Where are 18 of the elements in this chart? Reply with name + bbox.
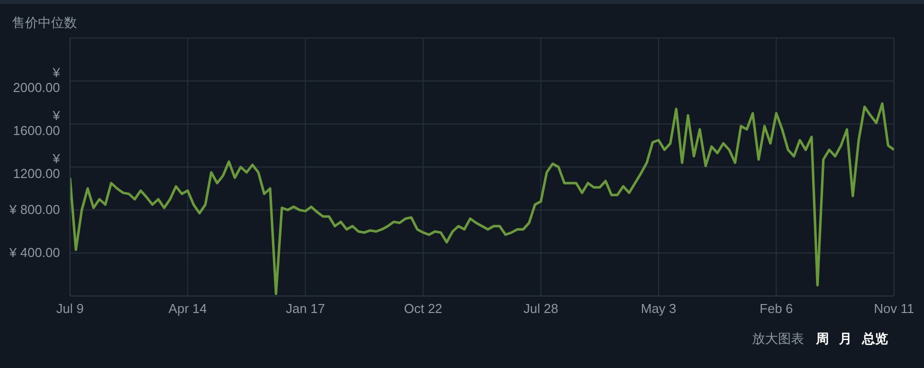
y-tick-label: ¥ 1600.00 <box>13 108 61 138</box>
text: 月 <box>839 330 852 348</box>
x-tick-label: Jul 9 <box>56 301 84 316</box>
text: 周 <box>816 330 829 348</box>
x-tick-label: Jan 17 <box>286 301 325 316</box>
text: 总览 <box>862 330 888 348</box>
y-tick-label: ¥ 400.00 <box>8 245 60 260</box>
x-tick-label: May 3 <box>640 301 676 316</box>
x-tick-label: Jul 28 <box>524 301 558 316</box>
x-tick-label: Oct 22 <box>404 301 442 316</box>
y-tick-label: ¥ 2000.00 <box>13 65 61 95</box>
x-tick-label: Feb 6 <box>760 301 793 316</box>
chart-title: 售价中位数 <box>12 14 77 32</box>
x-tick-label: Apr 14 <box>168 301 207 316</box>
x-tick-label: Nov 11 <box>874 301 914 316</box>
text: 放大图表 <box>752 330 804 348</box>
y-tick-label: ¥ 1200.00 <box>13 151 61 181</box>
y-tick-label: ¥ 800.00 <box>8 202 60 217</box>
